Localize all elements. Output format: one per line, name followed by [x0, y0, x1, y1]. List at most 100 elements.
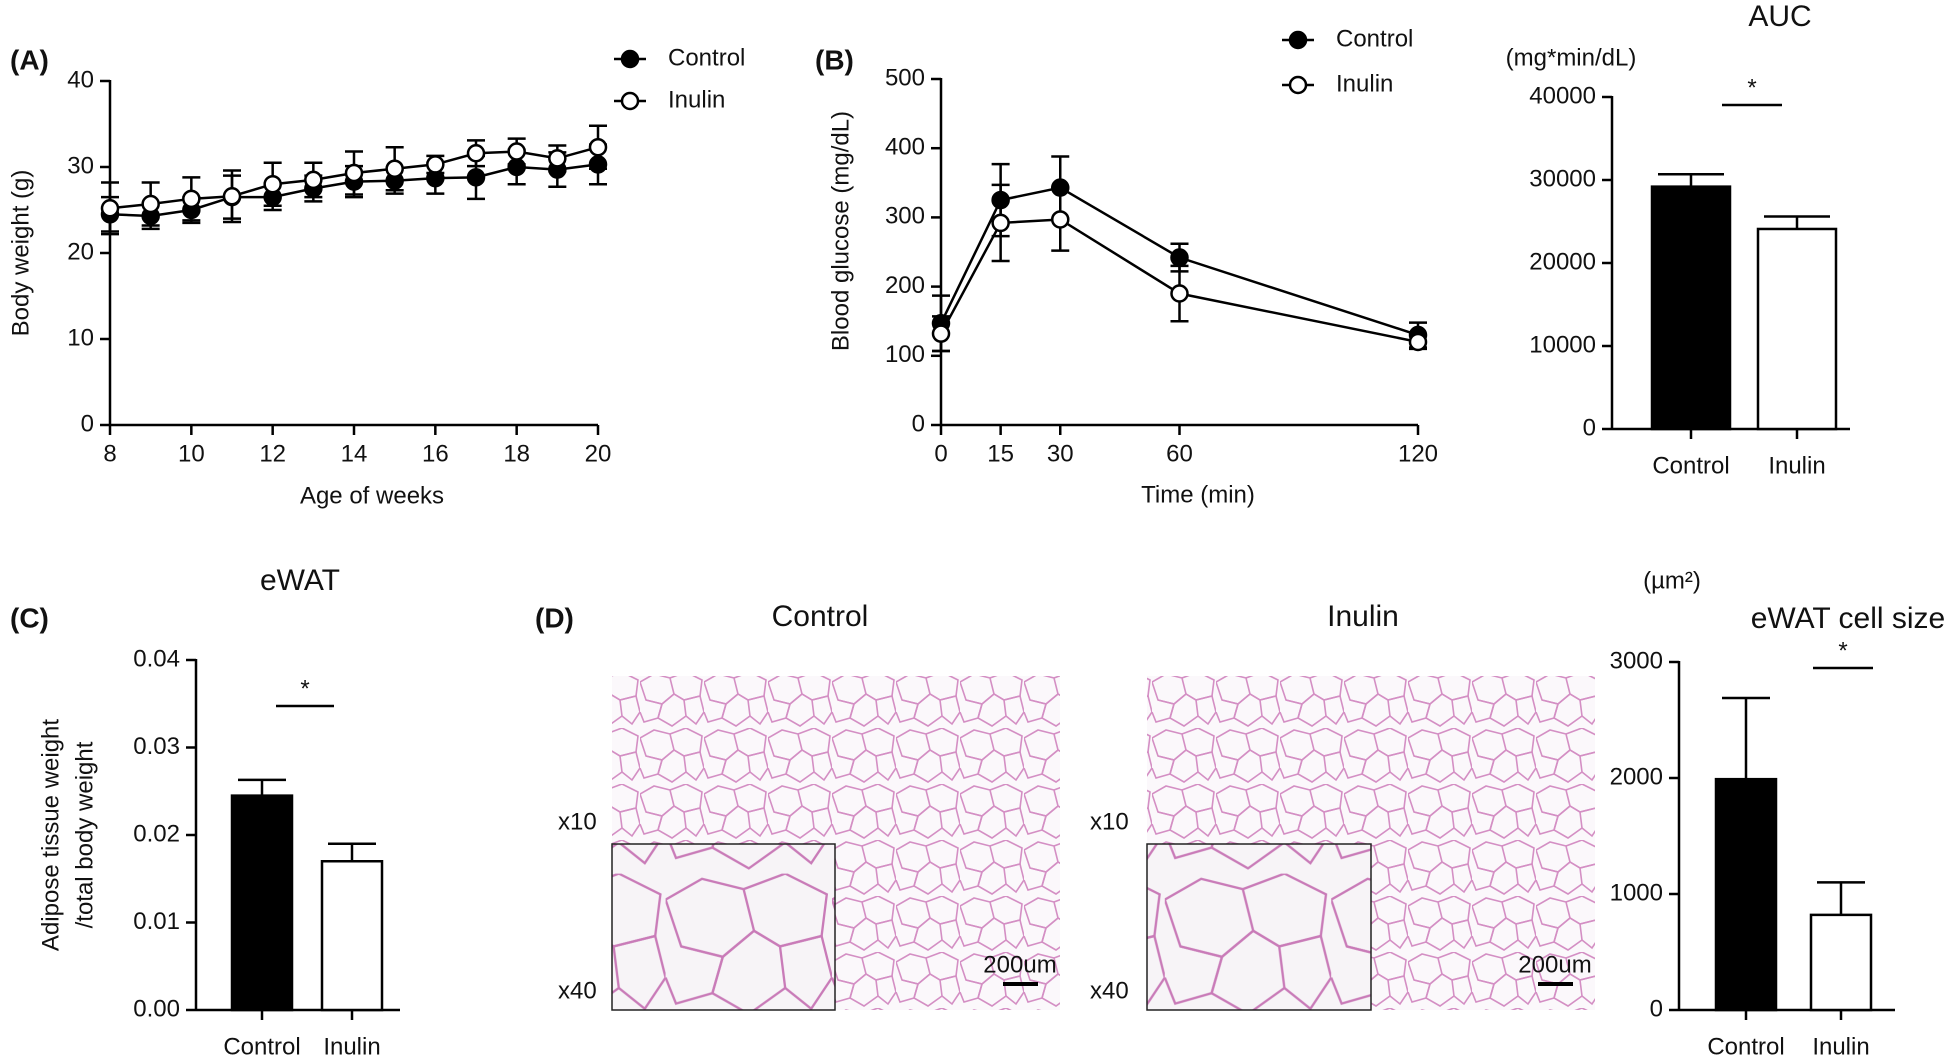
y-tick-label: 0.00: [133, 995, 180, 1022]
marker: [1051, 210, 1070, 229]
image-title: Inulin: [1327, 600, 1399, 633]
bar: [230, 794, 294, 1012]
marker: [548, 149, 567, 168]
marker: [385, 159, 404, 178]
x-tick-label: 10: [178, 440, 205, 467]
y-tick-label: 0: [1583, 414, 1596, 441]
marker: [304, 170, 323, 190]
marker: [991, 213, 1010, 233]
panel-label: (C): [10, 602, 49, 633]
y-tick-label: 30: [67, 152, 94, 179]
y-tick-label: 0: [81, 410, 94, 437]
image-title: Control: [772, 600, 869, 633]
significance-mark: *: [1838, 637, 1847, 664]
magnification: x40: [1090, 977, 1129, 1004]
y-axis-label: /total body weight: [71, 741, 98, 928]
marker: [1170, 248, 1189, 267]
legend-marker: [1288, 30, 1308, 50]
x-tick-label: 16: [422, 440, 449, 467]
marker: [507, 157, 526, 177]
panel-label: (D): [535, 602, 574, 633]
marker: [991, 190, 1010, 210]
category-label: Inulin: [1768, 452, 1825, 479]
legend-marker: [1288, 75, 1308, 95]
bar: [1809, 913, 1873, 1012]
y-axis-label: (µm²): [1643, 567, 1701, 594]
inset-image: [1146, 843, 1372, 1011]
chart-title: eWAT cell size: [1751, 602, 1946, 635]
marker: [1408, 332, 1428, 352]
y-tick-label: 200: [885, 272, 925, 299]
x-tick-label: 18: [503, 440, 530, 467]
marker: [263, 174, 282, 194]
y-tick-label: 400: [885, 134, 925, 161]
category-label: Control: [1707, 1033, 1784, 1060]
y-tick-label: 0: [1650, 995, 1663, 1022]
magnification: x40: [558, 977, 597, 1004]
marker: [588, 137, 608, 157]
marker: [466, 143, 486, 163]
significance-mark: *: [1747, 74, 1756, 101]
micrograph: Control x10 x40 200um: [558, 600, 1060, 1011]
x-tick-label: 0: [934, 440, 947, 467]
y-tick-label: 20000: [1529, 248, 1596, 275]
category-label: Control: [1652, 452, 1729, 479]
y-tick-label: 2000: [1610, 763, 1663, 790]
marker: [222, 186, 242, 206]
chart-title: AUC: [1748, 0, 1811, 33]
x-tick-label: 20: [585, 440, 612, 467]
marker: [344, 163, 364, 183]
marker: [182, 189, 201, 209]
x-tick-label: 8: [103, 440, 116, 467]
panel-label: (B): [815, 44, 854, 75]
marker: [1051, 178, 1070, 197]
significance-mark: *: [300, 675, 309, 702]
y-tick-label: 300: [885, 203, 925, 230]
x-axis-label: Age of weeks: [300, 482, 444, 509]
y-tick-label: 100: [885, 341, 925, 368]
category-label: Inulin: [1812, 1033, 1869, 1060]
micrograph: Inulin x10 x40 200um: [1090, 600, 1595, 1011]
marker: [931, 324, 951, 343]
legend-marker: [620, 91, 640, 111]
chart-title: eWAT: [260, 564, 340, 597]
y-tick-label: 10: [67, 324, 94, 351]
bar: [1714, 777, 1778, 1012]
legend-label: Control: [1336, 25, 1413, 52]
bar: [320, 860, 384, 1012]
marker: [141, 194, 160, 214]
legend-label: Inulin: [1336, 70, 1393, 97]
bar: [1650, 185, 1732, 431]
x-axis-label: Time (min): [1141, 481, 1255, 508]
legend-label: Control: [668, 44, 745, 71]
x-tick-label: 12: [259, 440, 286, 467]
y-tick-label: 10000: [1529, 331, 1596, 358]
y-tick-label: 40: [67, 66, 94, 93]
scale-bar-label: 200um: [1518, 951, 1591, 978]
y-tick-label: 0.02: [133, 820, 180, 847]
legend-marker: [620, 49, 640, 69]
y-axis-label: Adipose tissue weight: [37, 719, 64, 951]
marker: [507, 142, 526, 161]
x-tick-label: 60: [1166, 440, 1193, 467]
marker: [100, 199, 120, 218]
marker: [588, 155, 608, 174]
y-tick-label: 20: [67, 238, 94, 265]
magnification: x10: [558, 808, 597, 835]
y-axis-label: Blood glucose (mg/dL): [827, 111, 854, 351]
marker: [466, 168, 486, 187]
x-tick-label: 30: [1047, 440, 1074, 467]
y-tick-label: 500: [885, 64, 925, 91]
inset-image: [611, 843, 836, 1011]
x-tick-label: 120: [1398, 440, 1438, 467]
y-tick-label: 0.04: [133, 645, 180, 672]
panel-label: (A): [10, 44, 49, 75]
legend-label: Inulin: [668, 86, 725, 113]
x-tick-label: 14: [341, 440, 368, 467]
y-tick-label: 40000: [1529, 82, 1596, 109]
category-label: Control: [223, 1033, 300, 1060]
magnification: x10: [1090, 808, 1129, 835]
y-tick-label: 0.03: [133, 733, 180, 760]
y-axis-label: (mg*min/dL): [1506, 44, 1637, 71]
